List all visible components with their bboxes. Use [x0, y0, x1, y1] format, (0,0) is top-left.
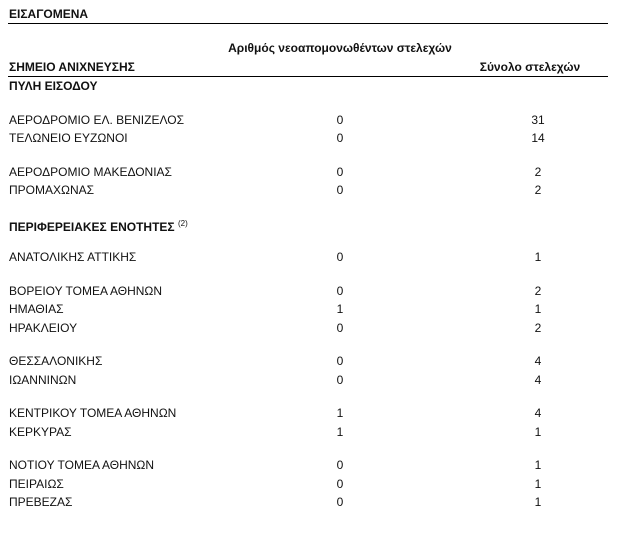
total-count-cell: 1	[534, 495, 542, 509]
total-count-cell: 4	[534, 354, 542, 368]
table-row: ΤΕΛΩΝΕΙΟ ΕΥΖΩΝΟΙ 0 14	[0, 129, 618, 148]
location-cell: ΤΕΛΩΝΕΙΟ ΕΥΖΩΝΟΙ	[9, 131, 128, 145]
table-row: ΠΕΙΡΑΙΩΣ 0 1	[0, 475, 618, 494]
isolated-count-cell: 0	[336, 320, 344, 335]
table-row: ΒΟΡΕΙΟΥ ΤΟΜΕΑ ΑΘΗΝΩΝ 0 2	[0, 282, 618, 301]
table-row: ΗΜΑΘΙΑΣ 1 1	[0, 300, 618, 319]
table-section: ΠΥΛΗ ΕΙΣΟΔΟΥ ΑΕΡΟΔΡΟΜΙΟ ΕΛ. ΒΕΝΙΖΕΛΟΣ 0 31 Τ…	[0, 77, 618, 200]
location-cell: ΗΡΑΚΛΕΙΟΥ	[9, 320, 78, 335]
table-row: ΑΝΑΤΟΛΙΚΗΣ ΑΤΤΙΚΗΣ 0 1	[0, 248, 618, 267]
title-rule	[8, 23, 608, 24]
column-header-isolated: Αριθμός νεοαπομονωθέντων στελεχών	[228, 41, 452, 55]
isolated-count-cell: 0	[336, 250, 344, 264]
footnote-marker: (2)	[177, 218, 188, 228]
total-count-cell: 14	[531, 131, 545, 145]
isolated-count-cell: 0	[336, 476, 344, 491]
location-cell: ΑΝΑΤΟΛΙΚΗΣ ΑΤΤΙΚΗΣ	[9, 250, 137, 264]
section-title: ΠΥΛΗ ΕΙΣΟΔΟΥ	[0, 77, 618, 96]
table-body: ΠΥΛΗ ΕΙΣΟΔΟΥ ΑΕΡΟΔΡΟΜΙΟ ΕΛ. ΒΕΝΙΖΕΛΟΣ 0 31 Τ…	[0, 77, 618, 512]
section-title-text: ΠΥΛΗ ΕΙΣΟΔΟΥ	[9, 79, 98, 93]
total-count-cell: 4	[534, 406, 542, 420]
column-header-location: ΣΗΜΕΙΟ ΑΝΙΧΝΕΥΣΗΣ	[9, 60, 135, 74]
isolated-count-cell: 0	[336, 112, 344, 127]
location-cell: ΠΡΕΒΕΖΑΣ	[9, 495, 73, 509]
isolated-count-cell: 1	[336, 302, 344, 316]
total-count-cell: 2	[534, 183, 542, 197]
table-row: ΠΡΕΒΕΖΑΣ 0 1	[0, 493, 618, 512]
isolated-count-cell: 0	[336, 372, 344, 387]
table-row: ΗΡΑΚΛΕΙΟΥ 0 2	[0, 319, 618, 338]
total-count-cell: 31	[531, 112, 545, 127]
location-cell: ΚΕΡΚΥΡΑΣ	[9, 424, 72, 439]
isolated-count-cell: 1	[336, 406, 344, 420]
isolated-count-cell: 0	[336, 283, 344, 298]
table-row: ΠΡΟΜΑΧΩΝΑΣ 0 2	[0, 181, 618, 200]
isolated-count-cell: 0	[336, 458, 344, 472]
location-cell: ΝΟΤΙΟΥ ΤΟΜΕΑ ΑΘΗΝΩΝ	[9, 458, 155, 472]
section-title-text: ΠΕΡΙΦΕΡΕΙΑΚΕΣ ΕΝΟΤΗΤΕΣ	[9, 219, 175, 234]
location-cell: ΘΕΣΣΑΛΟΝΙΚΗΣ	[9, 354, 103, 368]
location-cell: ΚΕΝΤΡΙΚΟΥ ΤΟΜΕΑ ΑΘΗΝΩΝ	[9, 406, 177, 420]
table-row: ΑΕΡΟΔΡΟΜΙΟ ΜΑΚΕΔΟΝΙΑΣ 0 2	[0, 163, 618, 182]
isolated-count-cell: 0	[336, 495, 344, 509]
table-row: ΚΕΡΚΥΡΑΣ 1 1	[0, 423, 618, 442]
section-title: ΠΕΡΙΦΕΡΕΙΑΚΕΣ ΕΝΟΤΗΤΕΣ (2)	[0, 215, 618, 234]
row-group: ΑΕΡΟΔΡΟΜΙΟ ΜΑΚΕΔΟΝΙΑΣ 0 2 ΠΡΟΜΑΧΩΝΑΣ 0 2	[0, 163, 618, 200]
total-count-cell: 2	[534, 164, 542, 179]
location-cell: ΑΕΡΟΔΡΟΜΙΟ ΜΑΚΕΔΟΝΙΑΣ	[9, 164, 172, 179]
total-count-cell: 2	[534, 320, 542, 335]
total-count-cell: 1	[534, 476, 542, 491]
row-group: ΑΝΑΤΟΛΙΚΗΣ ΑΤΤΙΚΗΣ 0 1	[0, 248, 618, 267]
isolated-count-cell: 0	[336, 354, 344, 368]
total-count-cell: 1	[534, 302, 542, 316]
table-row: ΑΕΡΟΔΡΟΜΙΟ ΕΛ. ΒΕΝΙΖΕΛΟΣ 0 31	[0, 111, 618, 130]
total-count-cell: 1	[534, 424, 542, 439]
total-count-cell: 4	[534, 372, 542, 387]
row-group: ΑΕΡΟΔΡΟΜΙΟ ΕΛ. ΒΕΝΙΖΕΛΟΣ 0 31 ΤΕΛΩΝΕΙΟ ΕΥΖΩ…	[0, 111, 618, 148]
row-group: ΚΕΝΤΡΙΚΟΥ ΤΟΜΕΑ ΑΘΗΝΩΝ 1 4 ΚΕΡΚΥΡΑΣ 1 1	[0, 404, 618, 441]
table-title: ΕΙΣΑΓΟΜΕΝΑ	[9, 7, 89, 21]
header-rule	[8, 76, 608, 77]
location-cell: ΠΕΙΡΑΙΩΣ	[9, 476, 64, 491]
row-group: ΝΟΤΙΟΥ ΤΟΜΕΑ ΑΘΗΝΩΝ 0 1 ΠΕΙΡΑΙΩΣ 0 1 ΠΡΕΒΕΖΑΣ 0…	[0, 456, 618, 512]
total-count-cell: 1	[534, 250, 542, 264]
table-section: ΠΕΡΙΦΕΡΕΙΑΚΕΣ ΕΝΟΤΗΤΕΣ (2) ΑΝΑΤΟΛΙΚΗΣ ΑΤΤ…	[0, 215, 618, 512]
row-group: ΘΕΣΣΑΛΟΝΙΚΗΣ 0 4 ΙΩΑΝΝΙΝΩΝ 0 4	[0, 352, 618, 389]
row-group: ΒΟΡΕΙΟΥ ΤΟΜΕΑ ΑΘΗΝΩΝ 0 2 ΗΜΑΘΙΑΣ 1 1 ΗΡΑΚΛΕΙΟΥ…	[0, 282, 618, 338]
table-row: ΚΕΝΤΡΙΚΟΥ ΤΟΜΕΑ ΑΘΗΝΩΝ 1 4	[0, 404, 618, 423]
isolated-count-cell: 0	[336, 164, 344, 179]
total-count-cell: 2	[534, 283, 542, 298]
location-cell: ΠΡΟΜΑΧΩΝΑΣ	[9, 183, 95, 197]
total-count-cell: 1	[534, 458, 542, 472]
location-cell: ΒΟΡΕΙΟΥ ΤΟΜΕΑ ΑΘΗΝΩΝ	[9, 283, 163, 298]
isolated-count-cell: 0	[336, 183, 344, 197]
column-header-total: Σύνολο στελεχών	[479, 60, 581, 74]
isolated-count-cell: 0	[336, 131, 344, 145]
location-cell: ΙΩΑΝΝΙΝΩΝ	[9, 372, 77, 387]
location-cell: ΑΕΡΟΔΡΟΜΙΟ ΕΛ. ΒΕΝΙΖΕΛΟΣ	[9, 112, 184, 127]
table-row: ΝΟΤΙΟΥ ΤΟΜΕΑ ΑΘΗΝΩΝ 0 1	[0, 456, 618, 475]
location-cell: ΗΜΑΘΙΑΣ	[9, 302, 64, 316]
table-row: ΙΩΑΝΝΙΝΩΝ 0 4	[0, 371, 618, 390]
isolated-count-cell: 1	[336, 424, 344, 439]
table-row: ΘΕΣΣΑΛΟΝΙΚΗΣ 0 4	[0, 352, 618, 371]
